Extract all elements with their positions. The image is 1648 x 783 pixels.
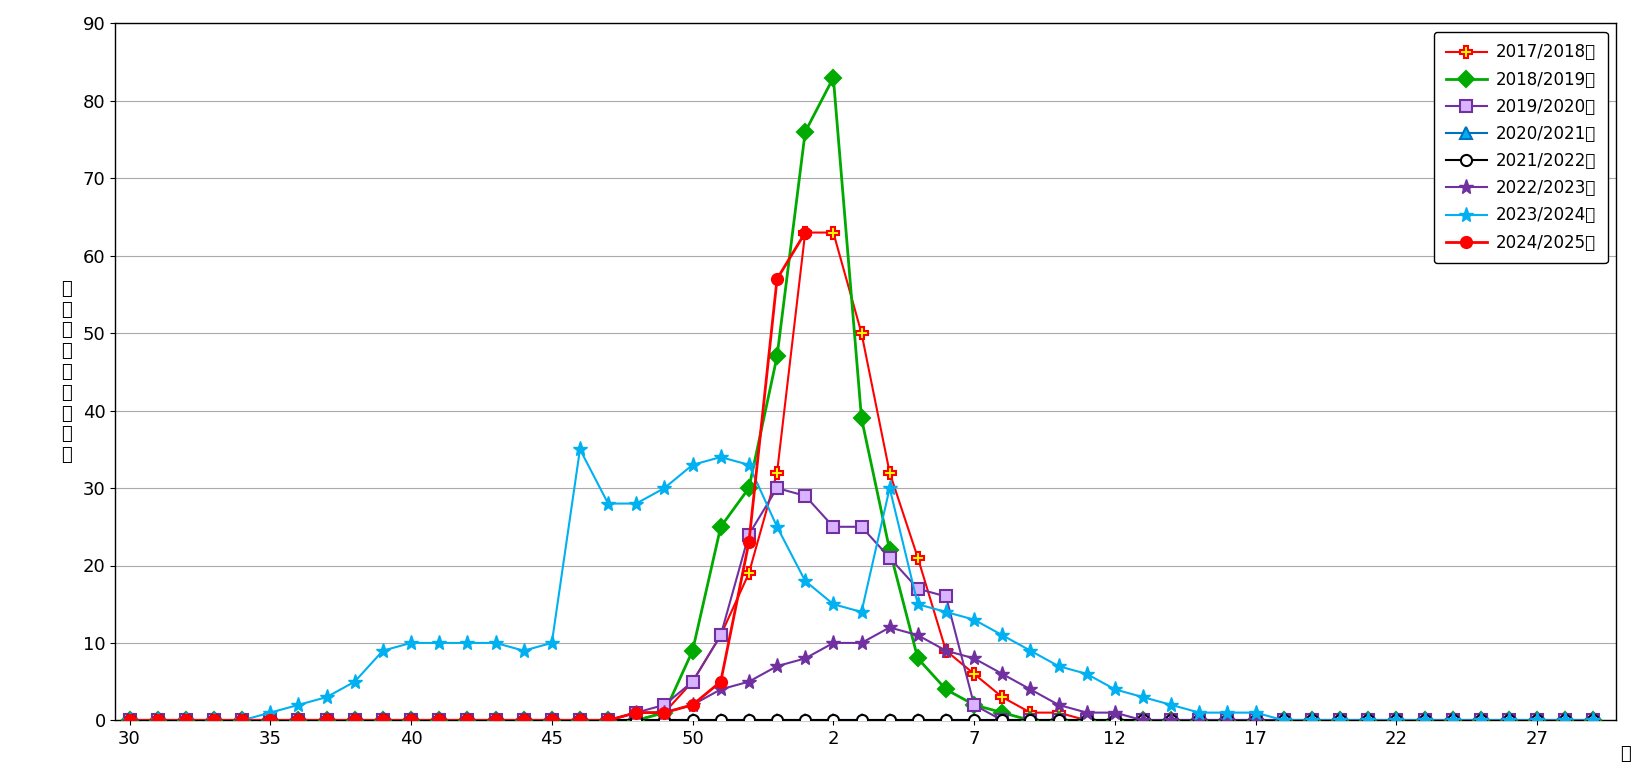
2020/2021年 xyxy=(1414,716,1434,725)
2023/2024年 xyxy=(1442,716,1462,725)
2024/2025年 xyxy=(514,716,534,725)
2024/2025年 xyxy=(542,716,562,725)
2022/2023年 xyxy=(1582,716,1602,725)
Line: 2019/2020年: 2019/2020年 xyxy=(124,482,1599,726)
2017/2018年 xyxy=(1076,716,1096,725)
2021/2022年 xyxy=(1582,716,1602,725)
Legend: 2017/2018年, 2018/2019年, 2019/2020年, 2020/2021年, 2021/2022年, 2022/2023年, 2023/202: 2017/2018年, 2018/2019年, 2019/2020年, 2020… xyxy=(1434,32,1607,263)
2022/2023年 xyxy=(992,669,1012,679)
2023/2024年 xyxy=(1274,716,1294,725)
2021/2022年 xyxy=(514,716,534,725)
Text: 週: 週 xyxy=(1620,745,1630,763)
2023/2024年 xyxy=(1020,646,1040,655)
2024/2025年 xyxy=(316,716,336,725)
2017/2018年 xyxy=(1274,716,1294,725)
2023/2024年 xyxy=(570,445,590,454)
2024/2025年 xyxy=(598,716,618,725)
2024/2025年 xyxy=(710,677,730,687)
2023/2024年 xyxy=(1582,716,1602,725)
2024/2025年 xyxy=(148,716,168,725)
2021/2022年 xyxy=(120,716,140,725)
2024/2025年 xyxy=(372,716,392,725)
2022/2023年 xyxy=(1274,716,1294,725)
2021/2022年 xyxy=(1414,716,1434,725)
2024/2025年 xyxy=(738,538,758,547)
Line: 2023/2024年: 2023/2024年 xyxy=(122,442,1600,728)
2024/2025年 xyxy=(766,274,786,283)
2024/2025年 xyxy=(344,716,364,725)
2019/2020年 xyxy=(120,716,140,725)
2017/2018年 xyxy=(514,716,534,725)
2023/2024年 xyxy=(992,630,1012,640)
2020/2021年 xyxy=(1582,716,1602,725)
2023/2024年 xyxy=(120,716,140,725)
Line: 2017/2018年: 2017/2018年 xyxy=(124,227,1599,726)
2022/2023年 xyxy=(880,622,900,632)
2024/2025年 xyxy=(428,716,448,725)
2024/2025年 xyxy=(400,716,420,725)
2018/2019年 xyxy=(992,708,1012,717)
2024/2025年 xyxy=(794,228,814,237)
2022/2023年 xyxy=(1020,684,1040,694)
2022/2023年 xyxy=(120,716,140,725)
2019/2020年 xyxy=(1076,716,1096,725)
2024/2025年 xyxy=(654,708,674,717)
2022/2023年 xyxy=(1076,708,1096,717)
2018/2019年 xyxy=(514,716,534,725)
2017/2018年 xyxy=(794,228,814,237)
Line: 2020/2021年: 2020/2021年 xyxy=(124,715,1599,726)
2022/2023年 xyxy=(514,716,534,725)
2019/2020年 xyxy=(1442,716,1462,725)
2018/2019年 xyxy=(1442,716,1462,725)
2019/2020年 xyxy=(766,483,786,493)
2020/2021年 xyxy=(514,716,534,725)
2020/2021年 xyxy=(1048,716,1068,725)
2021/2022年 xyxy=(992,716,1012,725)
2017/2018年 xyxy=(1442,716,1462,725)
2023/2024年 xyxy=(514,646,534,655)
2024/2025年 xyxy=(485,716,504,725)
2021/2022年 xyxy=(1244,716,1264,725)
2024/2025年 xyxy=(204,716,224,725)
2019/2020年 xyxy=(514,716,534,725)
2020/2021年 xyxy=(992,716,1012,725)
2020/2021年 xyxy=(120,716,140,725)
2023/2024年 xyxy=(1076,669,1096,679)
2024/2025年 xyxy=(682,700,702,709)
2017/2018年 xyxy=(992,692,1012,702)
2022/2023年 xyxy=(1442,716,1462,725)
2020/2021年 xyxy=(1244,716,1264,725)
2024/2025年 xyxy=(626,708,646,717)
2017/2018年 xyxy=(120,716,140,725)
2024/2025年 xyxy=(120,716,140,725)
2019/2020年 xyxy=(1020,716,1040,725)
2018/2019年 xyxy=(1076,716,1096,725)
2019/2020年 xyxy=(992,716,1012,725)
2018/2019年 xyxy=(822,73,842,82)
2018/2019年 xyxy=(1020,716,1040,725)
2020/2021年 xyxy=(964,716,984,725)
2021/2022年 xyxy=(1048,716,1068,725)
Line: 2021/2022年: 2021/2022年 xyxy=(124,715,1599,726)
Line: 2018/2019年: 2018/2019年 xyxy=(124,72,1599,726)
2024/2025年 xyxy=(570,716,590,725)
2018/2019年 xyxy=(1582,716,1602,725)
Y-axis label: 定
点
あ
た
り
の
報
告
数: 定 点 あ た り の 報 告 数 xyxy=(61,280,71,464)
2024/2025年 xyxy=(260,716,280,725)
2017/2018年 xyxy=(1582,716,1602,725)
2024/2025年 xyxy=(176,716,196,725)
2019/2020年 xyxy=(1274,716,1294,725)
Line: 2024/2025年: 2024/2025年 xyxy=(124,227,811,726)
2019/2020年 xyxy=(1582,716,1602,725)
2018/2019年 xyxy=(120,716,140,725)
2021/2022年 xyxy=(964,716,984,725)
2024/2025年 xyxy=(288,716,308,725)
Line: 2022/2023年: 2022/2023年 xyxy=(122,620,1600,728)
2024/2025年 xyxy=(456,716,476,725)
2024/2025年 xyxy=(232,716,252,725)
2017/2018年 xyxy=(1020,708,1040,717)
2018/2019年 xyxy=(1274,716,1294,725)
